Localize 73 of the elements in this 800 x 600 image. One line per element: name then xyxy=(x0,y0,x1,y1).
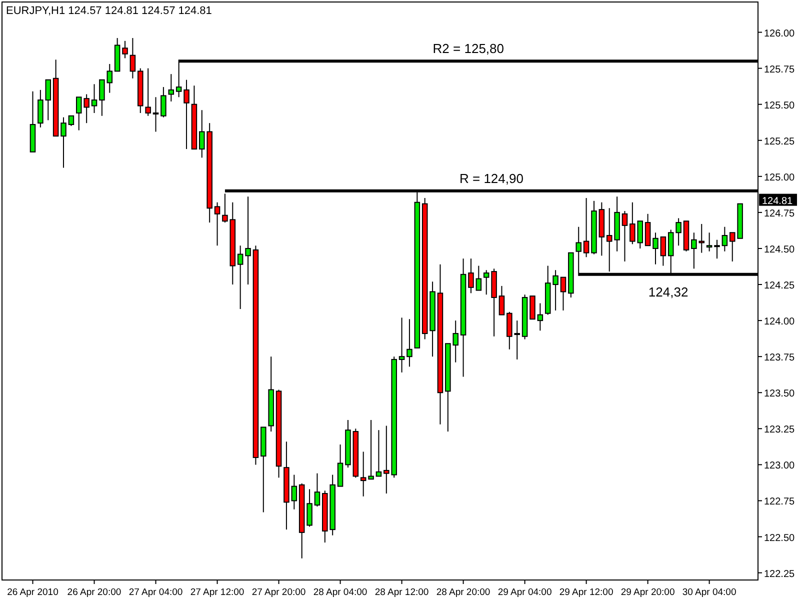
x-tick-label: 29 Apr 12:00 xyxy=(559,587,614,598)
y-tick-label: 125.25 xyxy=(764,136,796,148)
x-tick-label: 30 Apr 04:00 xyxy=(682,587,736,598)
y-tick-label: 124.50 xyxy=(764,244,796,256)
candlestick xyxy=(468,258,474,294)
candlestick xyxy=(537,302,544,332)
x-tick-label: 29 Apr 04:00 xyxy=(498,587,552,598)
candlestick xyxy=(314,472,320,507)
candlestick xyxy=(376,430,382,477)
series-label: R = 124,90 xyxy=(459,170,524,186)
x-tick-label: 26 Apr 2010 xyxy=(7,587,58,598)
candlestick xyxy=(130,38,136,79)
y-tick-label: 126.00 xyxy=(764,28,796,40)
x-tick-label: 26 Apr 20:00 xyxy=(67,587,122,598)
candlestick xyxy=(552,270,558,311)
text: 124.81 xyxy=(762,196,794,207)
candlestick xyxy=(583,198,590,258)
candlestick xyxy=(91,84,98,114)
y-tick-label: 125.00 xyxy=(764,172,796,184)
candlestick xyxy=(652,232,658,265)
y-tick-label: 125.75 xyxy=(764,64,796,76)
candlestick xyxy=(498,285,505,316)
candlestick xyxy=(245,196,251,286)
x-tick-label: 27 Apr 04:00 xyxy=(128,587,183,598)
candlestick xyxy=(406,318,412,368)
candlestick xyxy=(214,202,220,246)
y-tick-label: 122.25 xyxy=(764,568,796,580)
y-tick-label: 123.25 xyxy=(764,424,796,436)
candlestick xyxy=(368,420,374,480)
series-label: R2 = 125,80 xyxy=(432,41,504,56)
candlestick xyxy=(660,236,666,266)
candlestick xyxy=(644,213,651,246)
y-tick-label: 124.75 xyxy=(764,208,796,220)
y-tick-label: 124.00 xyxy=(764,316,796,328)
y-tick-label: 124.25 xyxy=(764,280,796,292)
candlestick xyxy=(168,74,174,102)
candlestick xyxy=(106,63,113,94)
candlestick xyxy=(306,488,312,528)
candlestick xyxy=(398,317,405,373)
candlestick xyxy=(291,474,298,510)
candlestick xyxy=(722,226,728,252)
candlestick xyxy=(60,116,66,168)
chart-title: EURJPY,H1 124.57 124.81 124.57 124.81 xyxy=(6,5,212,17)
candlestick xyxy=(99,79,105,116)
x-tick-label: 28 Apr 04:00 xyxy=(313,587,368,598)
candlestick xyxy=(360,451,366,497)
candlestick xyxy=(160,86,166,118)
y-tick-label: 125.50 xyxy=(764,100,796,112)
candlestick xyxy=(122,40,128,59)
candlestick xyxy=(476,265,482,291)
candlestick xyxy=(530,296,536,320)
candlestick xyxy=(152,96,159,132)
candlestick xyxy=(68,115,74,126)
x-tick-label: 27 Apr 20:00 xyxy=(252,587,306,598)
y-tick-label: 123.00 xyxy=(764,460,796,472)
candlestick xyxy=(237,245,244,310)
x-tick-label: 28 Apr 20:00 xyxy=(436,587,490,598)
y-tick-label: 122.75 xyxy=(764,496,796,508)
x-tick-label: 28 Apr 12:00 xyxy=(374,587,429,598)
candlestick xyxy=(706,232,712,252)
candlestick xyxy=(184,79,190,150)
candlestick xyxy=(714,239,720,260)
series-label: 124,32 xyxy=(648,284,688,300)
y-tick-label: 123.75 xyxy=(764,352,796,364)
y-tick-label: 122.50 xyxy=(764,532,796,544)
candlestick xyxy=(622,210,628,262)
y-tick-label: 123.50 xyxy=(764,388,796,400)
x-tick-label: 29 Apr 20:00 xyxy=(620,587,675,598)
x-tick-label: 27 Apr 12:00 xyxy=(190,587,244,598)
candlestick xyxy=(145,68,151,116)
candlestick xyxy=(483,270,490,296)
candlestick xyxy=(560,276,566,311)
candlestick xyxy=(337,444,344,487)
